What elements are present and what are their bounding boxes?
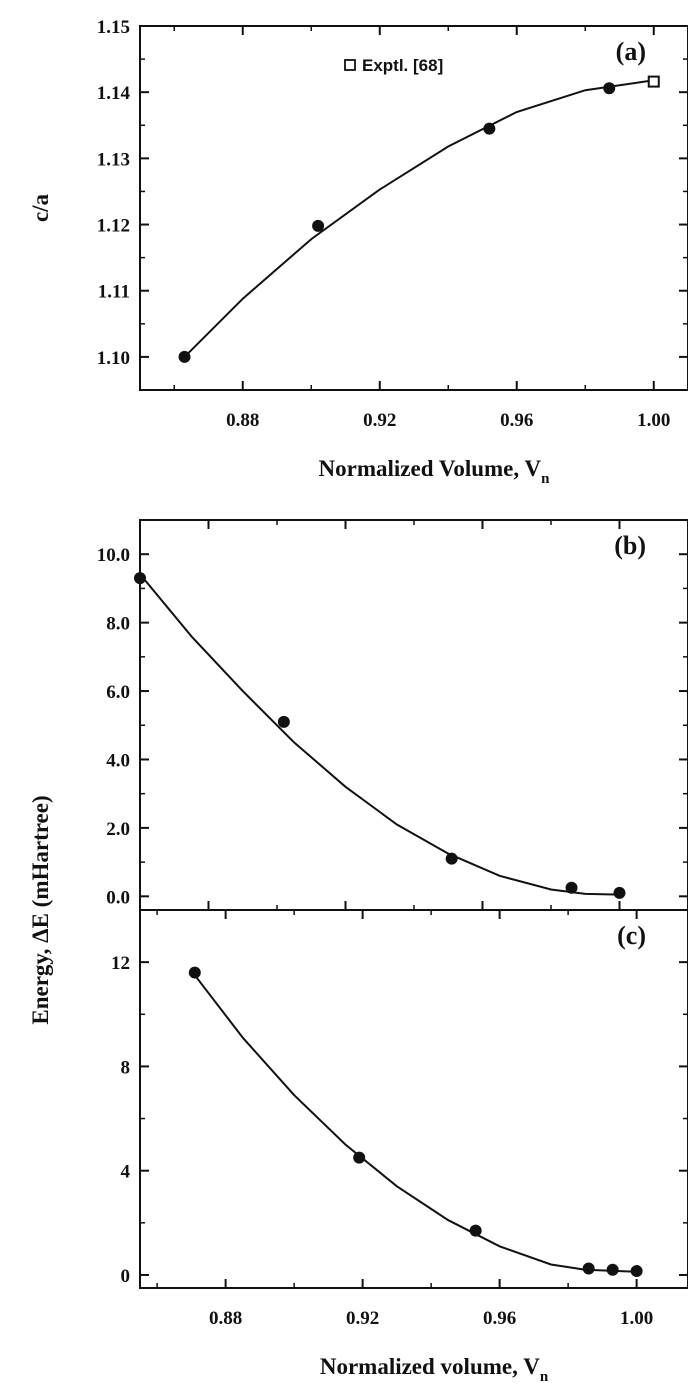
- y-tick-label: 8.0: [106, 614, 130, 635]
- y-tick-label: 8: [121, 1057, 131, 1078]
- y-tick-label: 0.0: [106, 887, 130, 908]
- panel-label: (b): [614, 531, 646, 560]
- fit-curve: [142, 577, 620, 896]
- x-axis-title: Normalized volume, Vn: [320, 1354, 549, 1385]
- fit-curve: [183, 79, 654, 358]
- y-tick-label: 10.0: [97, 545, 130, 566]
- panel-b: 0.0 2.0 4.0 6.0 8.0 10.0 (b): [97, 519, 688, 911]
- shared-y-axis-title: Energy, ΔE (mHartree): [28, 795, 53, 1024]
- plot-frame: [139, 519, 688, 911]
- data-point: [312, 219, 325, 232]
- plot-frame: [139, 909, 688, 1289]
- x-axis-title-subscript: n: [541, 471, 550, 487]
- data-point: [469, 1224, 482, 1237]
- legend-label: Exptl. [68]: [362, 56, 443, 75]
- data-point: [445, 852, 458, 865]
- panel-label: (a): [616, 37, 646, 66]
- data-point: [188, 966, 201, 979]
- x-tick-label: 1.00: [620, 1308, 653, 1329]
- y-tick-label: 2.0: [106, 819, 130, 840]
- data-point-exptl: [647, 75, 660, 88]
- data-point: [613, 886, 626, 899]
- panel-c: 0 4 8 12 0.88 0.92 0.96 1.00 (c) Normalized volum…: [111, 909, 688, 1385]
- plot-frame: [139, 25, 688, 391]
- y-tick-label: 4.0: [106, 750, 130, 771]
- x-tick-label: 0.88: [209, 1308, 242, 1329]
- y-tick-label: 1.15: [97, 17, 130, 38]
- x-tick-label: 0.92: [363, 410, 396, 431]
- data-point: [353, 1151, 366, 1164]
- data-point: [565, 881, 578, 894]
- x-tick-label: 0.92: [346, 1308, 379, 1329]
- data-point: [630, 1265, 643, 1278]
- x-tick-label: 1.00: [637, 410, 670, 431]
- y-tick-label: 1.13: [97, 149, 130, 170]
- y-tick-label: 1.14: [97, 83, 131, 104]
- y-tick-label: 1.11: [98, 282, 130, 303]
- data-point: [483, 122, 496, 135]
- data-point: [603, 82, 616, 95]
- data-point: [178, 350, 191, 363]
- x-tick-label: 0.96: [483, 1308, 516, 1329]
- x-axis-title: Normalized Volume, Vn: [319, 456, 551, 487]
- x-axis-title-subscript: n: [540, 1369, 549, 1385]
- y-tick-label: 4: [121, 1162, 131, 1183]
- data-point: [277, 715, 290, 728]
- data-point: [606, 1263, 619, 1276]
- y-tick-label: 1.12: [97, 216, 130, 237]
- data-point: [582, 1262, 595, 1275]
- legend-marker: [344, 59, 356, 71]
- y-tick-label: 0: [121, 1266, 131, 1287]
- y-tick-label: 6.0: [106, 682, 130, 703]
- y-tick-label: 1.10: [97, 348, 130, 369]
- x-tick-label: 0.88: [226, 410, 259, 431]
- fit-curve: [194, 974, 637, 1273]
- y-tick-label: 12: [111, 953, 130, 974]
- panel-a: 1.10 1.11 1.12 1.13 1.14 1.15 0.88 0.92 0.96 1.00…: [28, 17, 688, 487]
- data-point: [134, 572, 146, 585]
- x-tick-label: 0.96: [500, 410, 533, 431]
- y-axis-title: c/a: [28, 193, 53, 222]
- panel-label: (c): [617, 921, 646, 950]
